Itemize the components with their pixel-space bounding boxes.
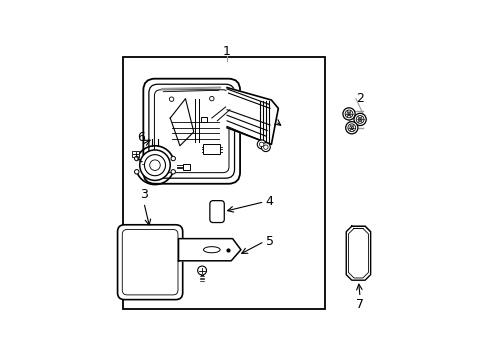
Polygon shape (346, 226, 370, 280)
Circle shape (169, 97, 173, 102)
Circle shape (355, 116, 363, 123)
Text: 7: 7 (355, 298, 364, 311)
Circle shape (263, 145, 267, 149)
FancyBboxPatch shape (122, 229, 178, 295)
Circle shape (134, 156, 139, 161)
Text: 5: 5 (265, 235, 273, 248)
Circle shape (257, 140, 265, 149)
Circle shape (259, 142, 264, 147)
Bar (123, 57, 325, 309)
Text: 3: 3 (140, 188, 147, 201)
Bar (200, 117, 206, 122)
Circle shape (347, 124, 355, 132)
Text: 2: 2 (355, 92, 363, 105)
Circle shape (171, 170, 175, 174)
Circle shape (345, 110, 352, 118)
Text: 6: 6 (137, 131, 145, 144)
FancyBboxPatch shape (143, 79, 240, 184)
Polygon shape (170, 99, 193, 146)
Circle shape (209, 96, 214, 101)
Circle shape (353, 113, 366, 126)
Bar (183, 164, 190, 170)
FancyBboxPatch shape (117, 225, 183, 300)
Circle shape (149, 160, 160, 170)
Circle shape (197, 266, 206, 275)
Circle shape (357, 117, 361, 121)
Circle shape (342, 108, 354, 120)
Circle shape (261, 143, 270, 152)
Bar (131, 151, 139, 157)
FancyBboxPatch shape (148, 84, 234, 178)
Circle shape (140, 150, 170, 180)
FancyBboxPatch shape (209, 201, 224, 222)
Circle shape (144, 155, 165, 176)
Circle shape (349, 126, 353, 130)
Bar (203, 144, 219, 154)
Ellipse shape (203, 247, 220, 253)
Polygon shape (178, 239, 241, 261)
Polygon shape (226, 87, 278, 144)
Circle shape (134, 170, 139, 174)
FancyBboxPatch shape (154, 90, 228, 173)
Text: 4: 4 (265, 195, 273, 208)
Circle shape (346, 112, 350, 116)
Text: 1: 1 (223, 45, 230, 58)
Circle shape (345, 122, 357, 134)
Circle shape (171, 156, 175, 161)
